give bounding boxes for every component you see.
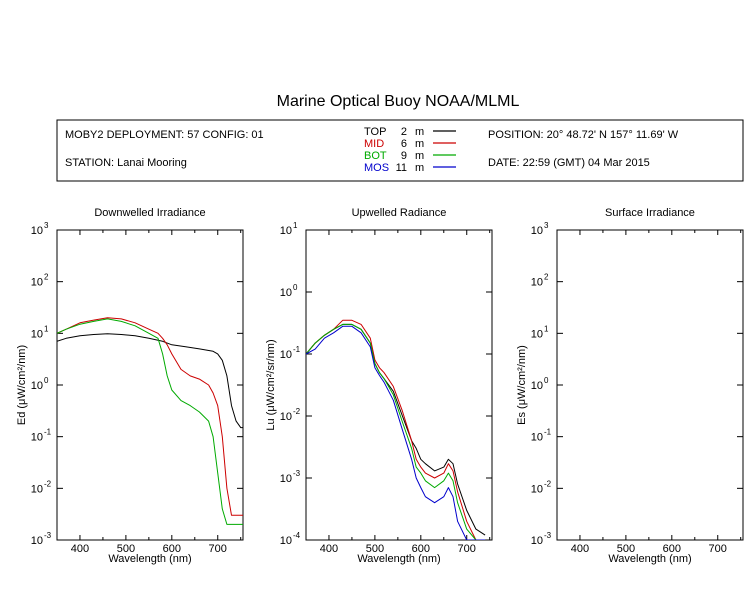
y-tick-label: 10 (280, 225, 292, 237)
y-tick-label: 10 (31, 277, 43, 289)
y-tick-exponent: 0 (293, 283, 298, 292)
x-axis-label: Wavelength (nm) (357, 553, 440, 565)
y-tick-label: 10 (531, 380, 543, 392)
y-tick-exponent: -2 (544, 479, 552, 488)
x-tick-label: 700 (209, 543, 227, 555)
x-tick-label: 600 (663, 543, 681, 555)
y-tick-exponent: -4 (293, 531, 301, 540)
y-tick-label: 10 (531, 535, 543, 547)
y-tick-exponent: -1 (44, 428, 52, 437)
y-tick-label: 10 (31, 328, 43, 340)
y-tick-exponent: 1 (544, 324, 549, 333)
legend-name: BOT (364, 150, 387, 162)
y-axis-label: Ed (μW/cm²/nm) (16, 345, 28, 425)
plots: Downwelled Irradiance 400 500 600 700 Wavelen… (16, 207, 744, 565)
y-tick-exponent: 0 (544, 376, 549, 385)
upwelled-radiance-chart: Upwelled Radiance 400 500 600 700 Wavelength … (265, 207, 493, 565)
surface-irradiance-chart: Surface Irradiance 400 500 600 700 Wavelength… (516, 207, 744, 565)
y-tick-exponent: 1 (293, 221, 298, 230)
chart-title: Surface Irradiance (605, 207, 695, 219)
station-text: STATION: Lanai Mooring (65, 157, 187, 169)
y-tick-label: 10 (531, 483, 543, 495)
y-tick-label: 10 (31, 535, 43, 547)
x-axis-label: Wavelength (nm) (108, 553, 191, 565)
y-tick-label: 10 (531, 277, 543, 289)
y-axis-label: Es (μW/cm²/nm) (516, 345, 528, 425)
y-tick-exponent: -3 (44, 531, 52, 540)
legend-name: MOS (364, 162, 389, 174)
series-group (57, 317, 243, 525)
figure-title: Marine Optical Buoy NOAA/MLML (277, 93, 520, 110)
x-tick-label: 500 (617, 543, 635, 555)
plot-frame (56, 229, 244, 541)
plot-frame (305, 229, 493, 541)
series-group (306, 319, 486, 540)
legend-name: TOP (364, 126, 386, 138)
legend-depth: 9 (401, 150, 407, 162)
y-tick-label: 10 (31, 432, 43, 444)
y-tick-label: 10 (31, 225, 43, 237)
info-box-frame (56, 119, 744, 182)
chart-title: Upwelled Radiance (352, 207, 447, 219)
series-line-mos (306, 325, 486, 540)
deployment-text: MOBY2 DEPLOYMENT: 57 CONFIG: 01 (65, 129, 264, 141)
x-axis-label: Wavelength (nm) (608, 553, 691, 565)
y-tick-exponent: -2 (44, 479, 52, 488)
y-tick-label: 10 (280, 473, 292, 485)
legend-name: MID (364, 138, 384, 150)
legend-unit: m (415, 162, 424, 174)
y-tick-label: 10 (280, 287, 292, 299)
y-tick-exponent: -3 (293, 469, 301, 478)
y-tick-label: 10 (531, 432, 543, 444)
legend-depth: 2 (401, 126, 407, 138)
y-tick-exponent: -2 (293, 407, 301, 416)
position-text: POSITION: 20° 48.72' N 157° 11.69' W (488, 129, 679, 141)
date-text: DATE: 22:59 (GMT) 04 Mar 2015 (488, 157, 650, 169)
y-tick-label: 10 (280, 411, 292, 423)
legend-unit: m (415, 150, 424, 162)
y-axis-label: Lu (μW/cm²/sr/nm) (265, 339, 277, 430)
legend-unit: m (415, 126, 424, 138)
series-line-mid (57, 317, 243, 516)
plot-frame (556, 229, 744, 541)
y-tick-exponent: 1 (44, 324, 49, 333)
y-tick-exponent: -3 (544, 531, 552, 540)
x-tick-label: 600 (163, 543, 181, 555)
series-line-bot (57, 318, 243, 525)
x-tick-label: 400 (320, 543, 338, 555)
y-tick-exponent: -1 (544, 428, 552, 437)
downwelled-irradiance-chart: Downwelled Irradiance 400 500 600 700 Wavelen… (16, 207, 244, 565)
y-tick-exponent: 2 (44, 273, 49, 282)
x-tick-label: 500 (366, 543, 384, 555)
x-tick-label: 700 (458, 543, 476, 555)
x-tick-label: 700 (709, 543, 727, 555)
x-tick-label: 400 (71, 543, 89, 555)
y-tick-label: 10 (280, 349, 292, 361)
x-tick-label: 400 (571, 543, 589, 555)
y-tick-label: 10 (31, 380, 43, 392)
y-tick-label: 10 (531, 225, 543, 237)
x-tick-label: 600 (412, 543, 430, 555)
y-tick-label: 10 (280, 535, 292, 547)
y-tick-label: 10 (531, 328, 543, 340)
y-tick-exponent: 0 (44, 376, 49, 385)
series-line-bot (306, 323, 486, 540)
legend-depth: 11 (396, 162, 407, 174)
chart-title: Downwelled Irradiance (94, 207, 205, 219)
info-box: MOBY2 DEPLOYMENT: 57 CONFIG: 01 STATION:… (56, 119, 744, 182)
y-tick-exponent: 3 (44, 221, 49, 230)
legend-depth: 6 (401, 138, 407, 150)
y-tick-exponent: 3 (544, 221, 549, 230)
x-tick-label: 500 (117, 543, 135, 555)
y-tick-exponent: -1 (293, 345, 301, 354)
series-line-top (57, 333, 243, 429)
y-tick-label: 10 (31, 483, 43, 495)
legend-unit: m (415, 138, 424, 150)
series-line-mid (306, 319, 486, 540)
y-tick-exponent: 2 (544, 273, 549, 282)
